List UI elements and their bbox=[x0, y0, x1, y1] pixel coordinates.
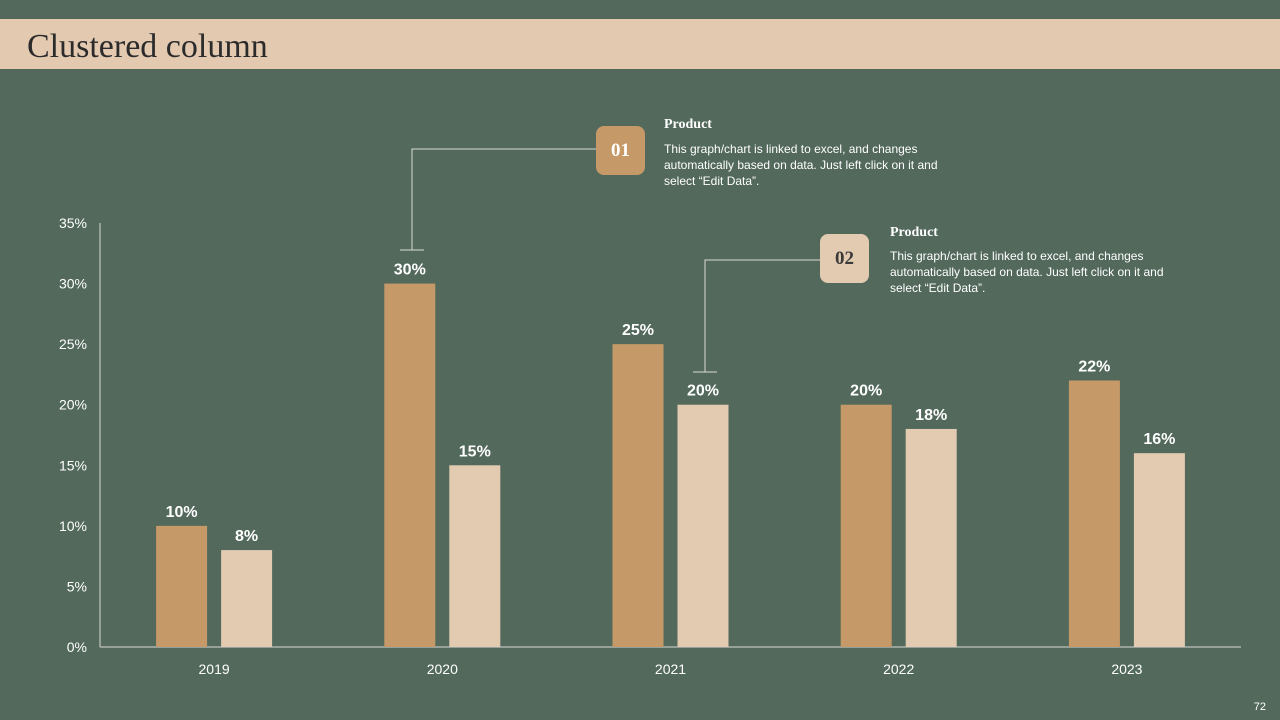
x-tick-label-2023: 2023 bbox=[1111, 661, 1142, 677]
data-label-2022-series-2: 18% bbox=[915, 407, 947, 424]
x-tick-label-2020: 2020 bbox=[427, 661, 458, 677]
data-label-2022-series-1: 20% bbox=[850, 383, 882, 400]
bar-2020-series-1 bbox=[384, 283, 436, 647]
data-label-2019-series-2: 8% bbox=[235, 528, 258, 545]
data-label-2023-series-1: 22% bbox=[1078, 358, 1110, 375]
callout-01-title: Product bbox=[664, 117, 712, 132]
bar-2023-series-2 bbox=[1133, 453, 1185, 647]
data-label-2020-series-1: 30% bbox=[394, 262, 426, 279]
y-tick-label: 20% bbox=[59, 397, 87, 413]
callout-02-description: This graph/chart is linked to excel, and… bbox=[890, 249, 1164, 295]
bar-2019-series-1 bbox=[156, 525, 208, 647]
bar-2019-series-2 bbox=[221, 550, 273, 647]
title-bar bbox=[0, 19, 1280, 69]
callout-02-badge: 02 bbox=[820, 234, 869, 283]
data-label-2021-series-2: 20% bbox=[687, 383, 719, 400]
y-tick-label: 15% bbox=[59, 457, 87, 473]
callout-01-leader-line bbox=[411, 148, 596, 250]
bar-2020-series-2 bbox=[449, 465, 501, 647]
callout-01-description: This graph/chart is linked to excel, and… bbox=[664, 142, 938, 188]
data-label-2019-series-1: 10% bbox=[166, 504, 198, 521]
callout-02-leader-line bbox=[704, 259, 820, 372]
data-label-2020-series-2: 15% bbox=[459, 443, 491, 460]
bar-2023-series-1 bbox=[1068, 380, 1120, 647]
x-tick-label-2019: 2019 bbox=[199, 661, 230, 677]
y-tick-label: 0% bbox=[67, 639, 87, 655]
x-tick-label-2021: 2021 bbox=[655, 661, 686, 677]
y-tick-label: 10% bbox=[59, 518, 87, 534]
bar-2022-series-1 bbox=[840, 404, 892, 647]
y-tick-label: 5% bbox=[67, 578, 87, 594]
data-label-2023-series-2: 16% bbox=[1143, 431, 1175, 448]
y-tick-label: 30% bbox=[59, 276, 87, 292]
page-number: 72 bbox=[1253, 701, 1266, 713]
callout-01-badge: 01 bbox=[596, 126, 645, 175]
callout-02-title: Product bbox=[890, 225, 938, 240]
page-title: Clustered column bbox=[27, 28, 268, 65]
data-label-2021-series-1: 25% bbox=[622, 322, 654, 339]
bar-2021-series-1 bbox=[612, 344, 664, 647]
y-tick-label: 25% bbox=[59, 336, 87, 352]
y-tick-label: 35% bbox=[59, 215, 87, 231]
bar-2021-series-2 bbox=[677, 404, 729, 647]
bar-2022-series-2 bbox=[905, 428, 957, 647]
x-tick-label-2022: 2022 bbox=[883, 661, 914, 677]
